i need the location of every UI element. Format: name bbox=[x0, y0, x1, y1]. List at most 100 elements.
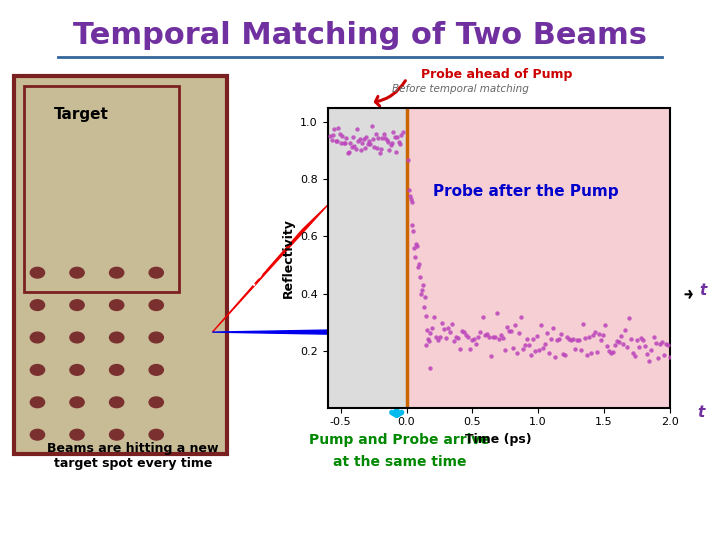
Point bbox=[415, 289, 427, 298]
Point bbox=[379, 134, 391, 143]
Point bbox=[549, 353, 561, 362]
Point bbox=[537, 344, 549, 353]
Point bbox=[525, 351, 536, 360]
Point bbox=[662, 341, 673, 350]
Point bbox=[559, 351, 571, 360]
Point bbox=[654, 340, 665, 348]
Text: Pump and Probe arrive: Pump and Probe arrive bbox=[309, 433, 490, 447]
Point bbox=[487, 333, 498, 342]
Point bbox=[350, 145, 361, 154]
Point bbox=[387, 127, 399, 136]
Point bbox=[618, 340, 629, 349]
Point bbox=[436, 319, 448, 327]
Point bbox=[419, 293, 431, 301]
Point bbox=[626, 334, 637, 343]
Point bbox=[461, 330, 472, 339]
Point bbox=[575, 346, 587, 354]
Point bbox=[509, 320, 521, 329]
Point bbox=[336, 131, 348, 140]
Point bbox=[382, 137, 394, 146]
Point bbox=[428, 312, 440, 321]
Point bbox=[529, 347, 541, 355]
Point bbox=[656, 338, 667, 346]
Point bbox=[410, 240, 422, 248]
Point bbox=[658, 350, 670, 359]
Point bbox=[567, 335, 579, 343]
Point bbox=[646, 346, 657, 354]
Point bbox=[573, 335, 585, 344]
Point bbox=[351, 125, 363, 133]
Circle shape bbox=[70, 397, 84, 408]
Point bbox=[521, 334, 533, 343]
Point bbox=[409, 244, 420, 252]
Point bbox=[495, 330, 506, 339]
Point bbox=[338, 138, 349, 147]
Point bbox=[433, 335, 444, 344]
Point bbox=[341, 133, 352, 142]
Point bbox=[451, 333, 462, 341]
Bar bbox=[328, 108, 407, 408]
Point bbox=[370, 129, 382, 138]
Point bbox=[505, 326, 516, 335]
Point bbox=[418, 302, 429, 311]
Point bbox=[600, 321, 611, 329]
Point bbox=[583, 332, 595, 341]
Text: PROBE: PROBE bbox=[357, 328, 399, 338]
Point bbox=[606, 349, 617, 357]
Point bbox=[513, 329, 524, 338]
Text: Probe after the Pump: Probe after the Pump bbox=[433, 185, 618, 199]
Y-axis label: Reflectivity: Reflectivity bbox=[282, 218, 294, 298]
Circle shape bbox=[70, 364, 84, 375]
Circle shape bbox=[109, 397, 124, 408]
Point bbox=[517, 345, 528, 354]
Point bbox=[413, 259, 425, 268]
Point bbox=[438, 325, 450, 334]
Circle shape bbox=[149, 267, 163, 278]
Point bbox=[644, 356, 655, 365]
Point bbox=[459, 328, 470, 336]
Point bbox=[467, 335, 478, 344]
Point bbox=[420, 340, 431, 349]
Point bbox=[519, 341, 531, 349]
Point bbox=[407, 221, 418, 230]
Point bbox=[326, 136, 338, 145]
Point bbox=[531, 331, 543, 340]
Point bbox=[552, 335, 563, 344]
Point bbox=[539, 340, 551, 348]
Point bbox=[434, 333, 446, 341]
Point bbox=[394, 140, 405, 149]
Point bbox=[343, 147, 355, 156]
Point bbox=[404, 191, 415, 200]
Circle shape bbox=[30, 267, 45, 278]
X-axis label: Time (ps): Time (ps) bbox=[465, 433, 532, 446]
Point bbox=[425, 329, 436, 338]
Point bbox=[416, 286, 428, 294]
Point bbox=[535, 321, 546, 329]
Point bbox=[588, 331, 599, 340]
Text: Before temporal matching: Before temporal matching bbox=[392, 84, 529, 94]
Point bbox=[413, 263, 424, 272]
Point bbox=[585, 349, 597, 357]
Point bbox=[328, 124, 340, 133]
Point bbox=[555, 329, 567, 338]
Point bbox=[485, 352, 496, 360]
Point bbox=[527, 335, 539, 343]
Point bbox=[511, 349, 523, 357]
Point bbox=[453, 334, 464, 342]
Point bbox=[423, 335, 434, 343]
Circle shape bbox=[149, 429, 163, 440]
Point bbox=[620, 326, 631, 334]
Circle shape bbox=[109, 429, 124, 440]
Circle shape bbox=[70, 267, 84, 278]
Point bbox=[456, 327, 468, 336]
Point bbox=[345, 139, 356, 148]
Point bbox=[395, 131, 407, 139]
Point bbox=[361, 132, 372, 141]
Point bbox=[474, 328, 486, 336]
Text: PUMP: PUMP bbox=[246, 247, 280, 288]
Point bbox=[570, 345, 581, 354]
Point bbox=[598, 331, 609, 340]
Point bbox=[648, 333, 660, 341]
Point bbox=[364, 139, 376, 148]
Point bbox=[613, 338, 625, 346]
